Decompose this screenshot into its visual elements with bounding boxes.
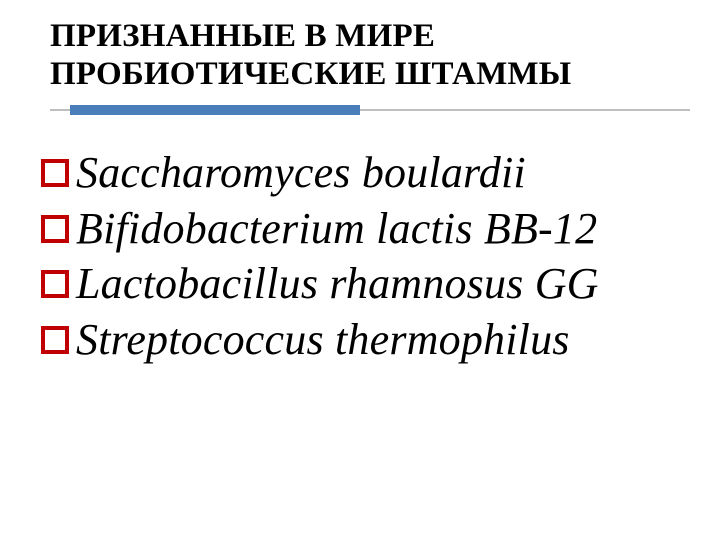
slide-title: ПРИЗНАННЫЕ В МИРЕ ПРОБИОТИЧЕСКИЕ ШТАММЫ [50,18,680,94]
title-divider [30,102,690,112]
title-line-2: ПРОБИОТИЧЕСКИЕ ШТАММЫ [50,56,571,92]
list-item: Streptococcus thermophilus [40,313,690,367]
list-item-text: Saccharomyces boulardii [76,146,526,200]
square-bullet-icon [40,214,70,244]
list-item-text: Bifidobacterium lactis BB-12 [76,202,597,256]
list-item: Bifidobacterium lactis BB-12 [40,202,690,256]
title-block: ПРИЗНАННЫЕ В МИРЕ ПРОБИОТИЧЕСКИЕ ШТАММЫ [30,18,690,94]
list-item-text: Streptococcus thermophilus [76,313,570,367]
slide: ПРИЗНАННЫЕ В МИРЕ ПРОБИОТИЧЕСКИЕ ШТАММЫ … [0,0,720,540]
list-item-text: Lactobacillus rhamnosus GG [76,257,599,311]
square-bullet-icon [40,269,70,299]
list-item: Saccharomyces boulardii [40,146,690,200]
list-item: Lactobacillus rhamnosus GG [40,257,690,311]
square-bullet-icon [40,158,70,188]
divider-accent-bar [70,105,360,115]
square-bullet-icon [40,325,70,355]
title-line-1: ПРИЗНАННЫЕ В МИРЕ [50,18,435,54]
bullet-list: Saccharomyces boulardii Bifidobacterium … [30,146,690,367]
